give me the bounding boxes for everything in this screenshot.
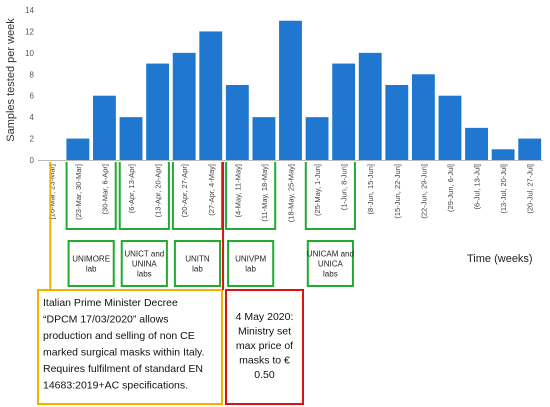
y-axis-label: Samples tested per week — [5, 18, 17, 142]
x-tick-label: (8-Jun, 15-Jun] — [366, 164, 375, 214]
bar — [225, 85, 249, 160]
y-tick-label: 4 — [30, 113, 35, 122]
y-axis: 0 2 4 6 8 10 12 14 — [25, 6, 34, 165]
bar — [279, 20, 302, 161]
x-tick-label: (6-Apr, 13-Apr] — [127, 164, 136, 213]
decree-annotation-text: marked surgical masks within Italy. — [43, 347, 204, 359]
x-tick-label: (18-May, 25-May] — [287, 164, 296, 222]
x-tick-label: (13-Jul, 20-Jul] — [499, 164, 508, 214]
lab-box — [67, 240, 115, 287]
x-tick-label: (30-Mar, 6-Apr] — [100, 164, 109, 214]
y-tick-label: 8 — [30, 70, 35, 79]
lab-label: UNIVPM — [235, 255, 266, 264]
lab-label: UNICAM and — [307, 250, 354, 259]
decree-annotation-text: production and selling of non CE — [43, 330, 195, 342]
bar — [411, 74, 435, 160]
annotations: Italian Prime Minister Decree “DPCM 17/03… — [37, 162, 304, 405]
lab-label: UNICA — [318, 260, 344, 269]
lab-label: UNINA — [132, 260, 158, 269]
bar — [491, 149, 515, 160]
lab-label: labs — [323, 270, 338, 279]
y-tick-label: 12 — [25, 27, 34, 36]
x-tick-label: (25-May, 1-Jun] — [313, 164, 322, 216]
x-axis: [16-Mar, 23-Mar] (23-Mar, 30-Mar] (30-Mar,… — [38, 160, 543, 222]
lab-label: lab — [245, 265, 256, 274]
bar — [172, 52, 196, 160]
x-tick-label: (1-Jun, 8-Jun] — [340, 164, 349, 210]
ministry-annotation-text: Ministry set — [238, 326, 291, 338]
lab-bracket — [118, 162, 170, 230]
lab-bracket — [225, 162, 277, 230]
x-tick-label: (20-Jul, 27-Jul] — [526, 164, 535, 214]
lab-label: lab — [86, 265, 97, 274]
decree-annotation-text: “DPCM 17/03/2020” allows — [43, 314, 168, 326]
lab-box — [173, 240, 222, 287]
ministry-annotation-text: 0.50 — [254, 369, 275, 381]
decree-annotation-box — [37, 289, 223, 405]
lab-box — [227, 240, 275, 287]
bars — [66, 20, 542, 161]
lab-label: lab — [192, 265, 203, 274]
x-tick-label: (13-Apr, 20-Apr] — [154, 164, 163, 217]
x-tick-label: (6-Jul, 13-Jul] — [473, 164, 482, 209]
x-tick-label: (23-Mar, 30-Mar] — [74, 164, 83, 220]
y-tick-label: 10 — [25, 49, 34, 58]
y-tick-label: 6 — [30, 92, 35, 101]
x-tick-label: (22-Jun, 29-Jun] — [419, 164, 428, 219]
bar — [119, 117, 143, 160]
lab-bracket — [304, 162, 356, 230]
lab-label: UNICT and — [124, 250, 164, 259]
y-tick-label: 0 — [30, 156, 35, 165]
x-tick-label: (11-May, 18-May] — [260, 164, 269, 222]
bar — [358, 52, 382, 160]
bar — [305, 117, 329, 160]
decree-annotation-text: 14683:2019+AC specifications. — [43, 380, 188, 392]
lab-label: labs — [137, 270, 152, 279]
x-axis-label: Time (weeks) — [467, 253, 533, 265]
bar — [66, 138, 90, 160]
ministry-annotation-text: 4 May 2020: — [236, 311, 294, 323]
y-tick-label: 2 — [30, 135, 35, 144]
bar — [465, 127, 488, 160]
lab-box — [306, 240, 354, 287]
ministry-annotation-text: masks to € — [239, 355, 290, 367]
x-tick-label: (27-Apr, 4-May] — [207, 164, 216, 216]
decree-annotation-text: Requires fulfilment of standard EN — [43, 363, 203, 375]
x-tick-label: [16-Mar, 23-Mar] — [47, 164, 56, 219]
lab-label: UNIMORE — [72, 255, 110, 264]
lab-bracket — [65, 162, 117, 230]
x-tick-label: (15-Jun, 22-Jun] — [393, 164, 402, 219]
decree-annotation-text: Italian Prime Minister Decree — [43, 297, 178, 309]
bar — [332, 63, 356, 161]
x-tick-label: (20-Apr, 27-Apr] — [180, 164, 189, 217]
x-tick-label: (29-Jun, 6-Jul] — [446, 164, 455, 212]
bar — [93, 95, 116, 160]
ministry-annotation-box — [225, 289, 304, 405]
x-tick-label: (4-May, 11-May] — [233, 164, 242, 217]
y-tick-label: 14 — [25, 6, 34, 15]
bar — [199, 31, 223, 160]
bar — [252, 117, 276, 160]
ministry-annotation-text: max price of — [236, 340, 293, 352]
lab-label: UNITN — [185, 255, 210, 264]
bar — [146, 63, 170, 161]
lab-box — [120, 240, 168, 287]
bar — [518, 138, 542, 160]
bar — [385, 85, 409, 160]
bar — [438, 95, 462, 160]
